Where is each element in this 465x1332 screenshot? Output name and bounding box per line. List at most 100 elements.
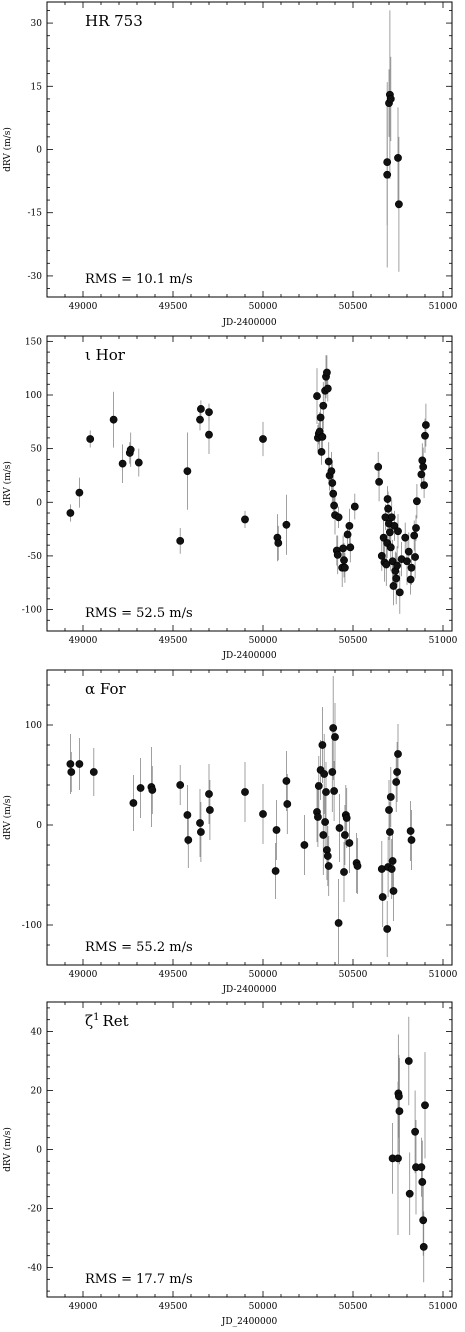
data-point: [89, 768, 98, 776]
data-point: [421, 421, 430, 429]
data-point: [196, 819, 204, 827]
data-point: [387, 865, 396, 873]
data-point: [86, 435, 95, 443]
data-point: [383, 158, 392, 167]
data-point: [259, 435, 267, 443]
data-point: [394, 527, 402, 536]
data-point: [196, 415, 204, 424]
x-tick-label: 49000: [69, 636, 98, 646]
chart-title-rest: Ret: [103, 1012, 129, 1030]
data-point: [419, 1216, 428, 1225]
data-point: [66, 509, 75, 517]
x-tick-label: 50500: [339, 636, 368, 646]
x-tick-label: 50500: [339, 970, 368, 980]
data-point: [66, 760, 75, 768]
data-point: [378, 893, 387, 901]
x-tick-label: 50000: [249, 1302, 278, 1312]
x-axis-label: JD_2400000: [221, 1317, 278, 1327]
data-point: [385, 806, 393, 814]
x-tick-label: 49500: [159, 636, 188, 646]
data-point: [392, 574, 401, 583]
data-point: [394, 154, 402, 162]
data-point: [320, 770, 329, 778]
data-point: [271, 867, 280, 875]
y-tick-label: 100: [25, 391, 42, 401]
data-point: [340, 831, 349, 839]
y-tick-label: 50: [31, 445, 43, 455]
data-point: [75, 760, 84, 768]
data-point: [330, 501, 338, 510]
y-tick-label: 100: [25, 721, 42, 731]
data-point: [403, 557, 411, 566]
data-point: [324, 457, 333, 466]
data-point: [353, 862, 362, 870]
data-point: [418, 1178, 427, 1186]
data-point: [272, 826, 281, 834]
data-point: [241, 515, 249, 524]
plot-frame: [46, 1, 453, 298]
data-point: [340, 868, 348, 876]
data-point: [323, 852, 332, 860]
y-tick-label: 0: [36, 146, 42, 156]
rms-annotation: RMS = 17.7 m/s: [85, 1272, 193, 1287]
data-point: [109, 415, 118, 424]
data-point: [421, 1101, 429, 1110]
data-point: [392, 778, 401, 786]
data-point: [313, 392, 321, 400]
data-point: [390, 521, 399, 530]
rms-annotation: RMS = 55.2 m/s: [85, 940, 193, 955]
data-point: [419, 462, 428, 471]
x-tick-label: 49500: [159, 302, 188, 312]
x-tick-label: 51000: [429, 302, 458, 312]
x-axis-label: JD-2400000: [221, 318, 276, 328]
data-point: [319, 831, 328, 839]
data-point: [385, 528, 394, 537]
y-tick-label: -20: [28, 1205, 43, 1215]
data-point: [393, 768, 401, 776]
data-point: [377, 552, 386, 560]
data-point: [333, 550, 342, 559]
x-axis-label: JD-2400000: [221, 651, 276, 661]
y-tick-label: 15: [31, 82, 43, 92]
y-tick-label: -100: [22, 606, 42, 616]
data-point: [205, 430, 213, 439]
y-tick-label: 0: [36, 498, 42, 508]
y-axis-label: dRV (m/s): [2, 795, 13, 840]
data-point: [176, 781, 185, 789]
data-point: [322, 788, 330, 796]
y-tick-label: -50: [28, 552, 43, 562]
data-point: [340, 563, 349, 572]
data-point: [67, 768, 76, 776]
data-point: [395, 588, 404, 597]
data-point: [405, 1189, 414, 1198]
data-point: [406, 827, 415, 835]
data-point: [394, 1092, 403, 1101]
data-point: [334, 919, 343, 927]
y-tick-label: -15: [28, 209, 43, 219]
data-point: [393, 561, 401, 570]
data-point: [382, 560, 391, 569]
data-point: [327, 467, 336, 476]
data-point: [346, 543, 355, 552]
data-point: [383, 495, 392, 503]
data-point: [282, 777, 291, 785]
data-point: [419, 1242, 428, 1251]
data-point: [324, 862, 333, 870]
y-axis-label: dRV (m/s): [2, 1127, 13, 1172]
x-tick-label: 51000: [429, 1302, 458, 1312]
data-point: [421, 431, 429, 440]
chart-panel-4: 49000 49500 50000 50500 51000 -40 -20 0 20 40 dRV …: [2, 1001, 458, 1327]
data-point: [385, 828, 394, 836]
data-point: [129, 799, 138, 807]
x-tick-label: 49000: [69, 1302, 98, 1312]
chart-title: ζ1 Ret: [85, 1012, 129, 1030]
data-point: [410, 531, 419, 540]
data-point: [329, 489, 338, 498]
data-point: [404, 547, 413, 556]
data-point: [321, 818, 329, 826]
y-tick-label: 20: [31, 1087, 43, 1097]
data-point: [386, 543, 395, 552]
data-point: [374, 462, 383, 471]
data-point: [259, 810, 267, 818]
data-point: [386, 793, 395, 801]
